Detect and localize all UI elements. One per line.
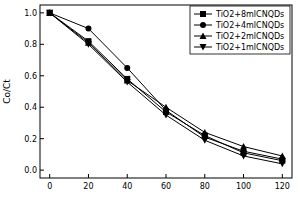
x-tick-label: 60: [161, 182, 171, 191]
series-marker: [201, 129, 208, 136]
series-marker: [46, 10, 53, 17]
x-tick-label: 0: [47, 182, 52, 191]
series-marker: [163, 112, 170, 119]
plot-frame: [40, 5, 292, 178]
y-tick: [40, 12, 44, 13]
x-tick-label: 80: [200, 182, 210, 191]
y-tick-label: 0.2: [24, 135, 37, 144]
x-tick: [243, 174, 244, 178]
legend-marker: [200, 33, 207, 40]
y-tick-label: 1.0: [24, 9, 37, 18]
y-tick: [40, 170, 44, 171]
series-marker: [85, 41, 92, 48]
x-tick: [49, 174, 50, 178]
series-marker: [124, 79, 131, 86]
legend-marker: [200, 44, 207, 51]
legend: TiO2+8mlCNQDs TiO2+4mlCNQDs TiO2+2mlCNQDs T…: [190, 6, 290, 54]
y-tick-label: 0.8: [24, 40, 37, 49]
y-tick: [40, 138, 44, 139]
series-marker: [279, 152, 286, 159]
y-axis-label: Co/Ct: [2, 79, 12, 104]
series-marker: [240, 153, 247, 160]
legend-label: TiO2+8mlCNQDs: [215, 10, 284, 19]
series-marker: [124, 65, 130, 71]
x-tick: [88, 174, 89, 178]
legend-label: TiO2+4mlCNQDs: [215, 21, 284, 30]
chart: 0 20 40 60 80 100 120 0.0 0.2 0.4 0.6 0.8 1.0 Co/Ct Ti…: [0, 0, 300, 200]
y-tick: [40, 75, 44, 76]
x-tick-label: 40: [122, 182, 132, 191]
legend-marker: [200, 22, 206, 28]
series-marker: [201, 137, 208, 144]
x-tick-label: 100: [236, 182, 251, 191]
x-tick: [127, 174, 128, 178]
x-tick: [282, 174, 283, 178]
y-tick: [40, 107, 44, 108]
y-tick: [40, 44, 44, 45]
series-marker: [240, 143, 247, 150]
legend-label: TiO2+2mlCNQDs: [215, 32, 284, 41]
x-tick: [204, 174, 205, 178]
y-tick-label: 0.6: [24, 72, 37, 81]
plot-area: [46, 9, 286, 167]
series-marker: [85, 26, 91, 32]
x-tick: [166, 174, 167, 178]
x-tick-label: 120: [275, 182, 290, 191]
y-tick-label: 0.4: [24, 103, 37, 112]
series-marker: [279, 161, 286, 168]
x-tick-label: 20: [83, 182, 93, 191]
legend-label: TiO2+1mlCNQDs: [215, 43, 284, 52]
legend-marker: [200, 11, 206, 17]
y-tick-label: 0.0: [24, 166, 37, 175]
series-marker: [163, 104, 170, 111]
legend-box: [190, 6, 290, 54]
